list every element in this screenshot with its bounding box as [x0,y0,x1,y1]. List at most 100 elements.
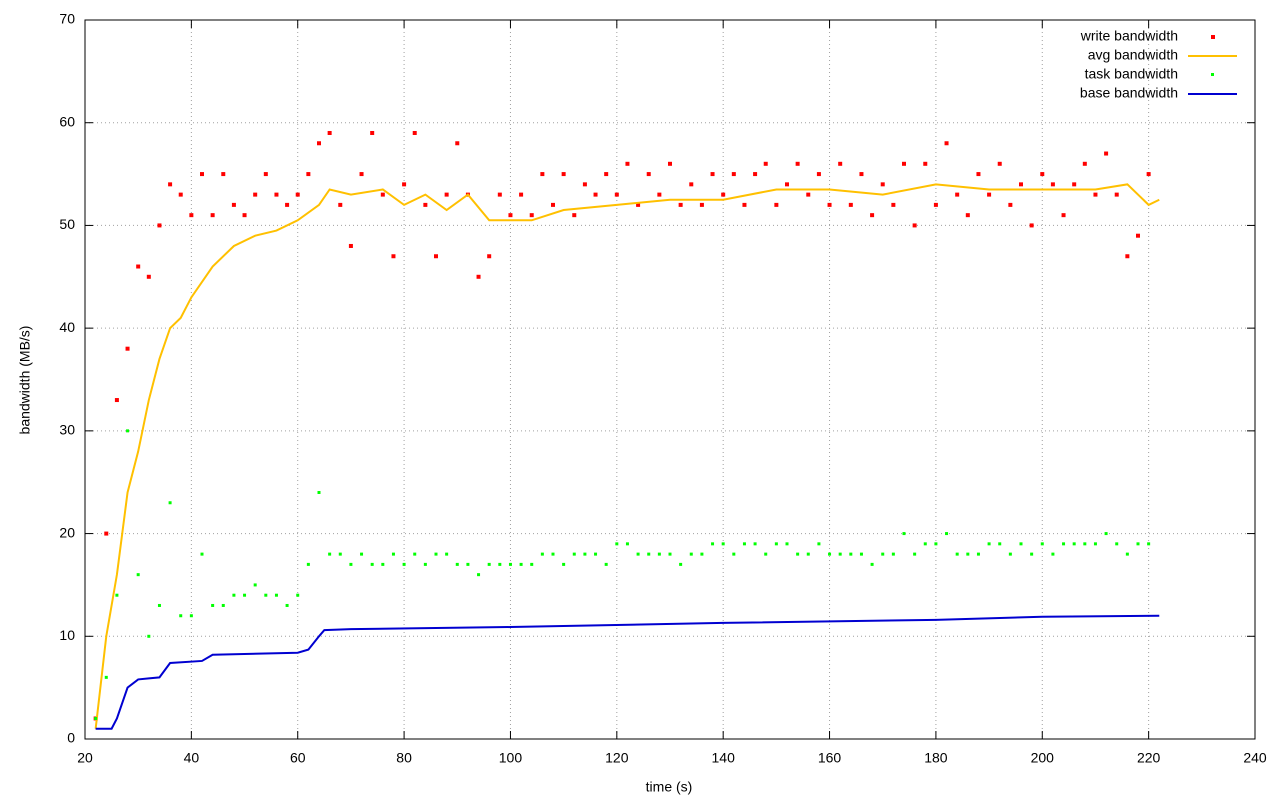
data-point [243,593,247,597]
data-point [1115,542,1119,546]
data-point [497,192,502,197]
data-point [370,562,374,566]
data-point [476,274,481,279]
data-point [934,542,938,546]
data-point [168,501,172,505]
data-point [540,552,544,556]
data-point [348,243,353,248]
data-point [445,552,449,556]
data-point [700,552,704,556]
data-point [381,562,385,566]
data-point [210,213,215,218]
data-point [360,552,364,556]
data-point [572,213,577,218]
data-point [253,583,257,587]
data-point [732,552,736,556]
data-point [115,593,119,597]
data-point [913,552,917,556]
data-point [264,593,268,597]
data-point [572,552,576,556]
data-point [604,562,608,566]
data-point [317,490,321,494]
data-point [1147,542,1151,546]
data-point [1008,202,1013,207]
y-tick-label: 30 [59,422,75,438]
data-point [955,192,960,197]
y-tick-label: 10 [59,627,75,643]
data-point [1030,552,1034,556]
x-tick-label: 140 [712,750,736,766]
data-point [987,192,992,197]
data-point [168,182,173,187]
legend-label: task bandwidth [1085,66,1178,82]
data-point [1083,542,1087,546]
data-point [242,213,247,218]
data-point [912,223,917,228]
data-point [880,182,885,187]
data-point [423,202,428,207]
data-point [94,716,98,720]
x-tick-label: 180 [924,750,948,766]
data-point [306,562,310,566]
data-point [231,202,236,207]
data-point [380,192,385,197]
data-point [816,172,821,177]
data-point [1114,192,1119,197]
data-point [646,172,651,177]
data-point [881,552,885,556]
x-tick-label: 20 [77,750,93,766]
data-point [263,172,268,177]
data-point [923,542,927,546]
data-point [189,213,194,218]
data-point [157,223,162,228]
data-point [455,562,459,566]
data-point [891,202,896,207]
data-point [721,542,725,546]
data-point [147,634,151,638]
data-point [753,172,758,177]
data-point [232,593,236,597]
y-tick-label: 40 [59,319,75,335]
data-point [136,573,140,577]
data-point [965,213,970,218]
data-point [136,264,141,269]
data-point [933,202,938,207]
data-point [870,562,874,566]
data-point [657,552,661,556]
x-tick-label: 40 [184,750,200,766]
y-tick-label: 70 [59,11,75,27]
data-point [902,532,906,536]
data-point [1040,172,1045,177]
legend-label: base bandwidth [1080,85,1178,101]
data-point [1125,552,1129,556]
data-point [200,552,204,556]
data-point [126,429,130,433]
data-point [391,254,396,259]
data-point [689,552,693,556]
data-point [849,552,853,556]
data-point [1061,213,1066,218]
data-point [657,192,662,197]
data-point [125,346,130,351]
data-point [582,182,587,187]
data-point [200,172,204,177]
data-point [636,202,641,207]
data-point [1072,182,1077,187]
x-tick-label: 120 [605,750,629,766]
x-tick-label: 160 [818,750,842,766]
data-point [987,542,991,546]
data-point [838,161,843,166]
x-tick-label: 60 [290,750,306,766]
data-point [327,130,332,135]
data-point [838,552,842,556]
data-point [594,552,598,556]
y-tick-label: 60 [59,113,75,129]
data-point [221,172,226,177]
data-point [615,542,619,546]
data-point [753,542,757,546]
data-point [104,675,108,679]
data-point [551,202,555,207]
data-point [296,593,300,597]
data-point [1136,233,1140,238]
data-point [295,192,300,197]
